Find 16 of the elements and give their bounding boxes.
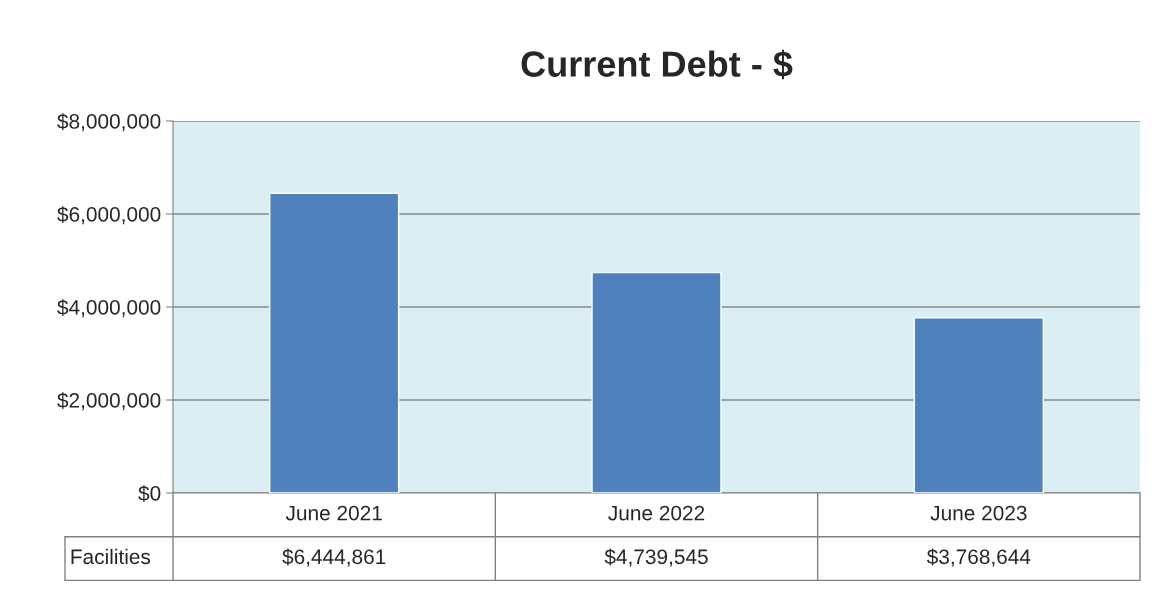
bar	[269, 192, 400, 493]
data-label: $3,768,644	[926, 548, 1031, 567]
text: Facilities	[71, 548, 151, 565]
data-label: $4,739,545	[604, 548, 708, 567]
y-tick-label: $2,000,000	[57, 392, 161, 411]
y-tick-label: $6,000,000	[57, 206, 161, 225]
chart-title: Current Debt - $	[521, 49, 793, 80]
x-tick-label: June 2023	[930, 505, 1027, 521]
bar	[913, 317, 1044, 493]
y-tick-label: $8,000,000	[57, 113, 161, 132]
x-tick-label: June 2022	[608, 505, 705, 521]
data-label: $6,444,861	[282, 548, 386, 567]
y-tick-label: $4,000,000	[57, 299, 161, 318]
x-tick-label: June 2021	[285, 505, 382, 521]
y-tick-label: $0	[138, 485, 161, 502]
bar	[591, 271, 722, 493]
